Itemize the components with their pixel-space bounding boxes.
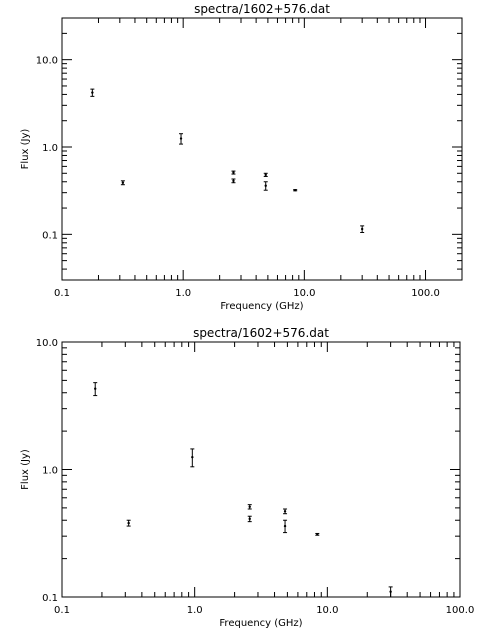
x-tick-label: 100.0 — [411, 288, 440, 299]
data-point — [389, 590, 392, 593]
plot-frame — [61, 341, 461, 598]
chart-bottom: spectra/1602+576.dat 0.1 1.0 10.0 100.0 0.1 1.… — [20, 326, 474, 629]
data-point — [191, 455, 194, 459]
chart-title: spectra/1602+576.dat — [193, 326, 329, 340]
x-tick-label: 1.0 — [175, 288, 191, 299]
x-tick-label: 1.0 — [187, 605, 203, 616]
plot-frame — [61, 17, 463, 281]
data-point — [94, 387, 97, 390]
data-point — [248, 517, 251, 521]
x-axis-label: Frequency (GHz) — [220, 301, 303, 312]
data-point — [248, 505, 251, 508]
x-tick-label: 0.1 — [54, 605, 70, 616]
x-axis-label: Frequency (GHz) — [219, 618, 302, 629]
data-point — [179, 137, 183, 140]
y-axis-label: Flux (Jy) — [20, 449, 31, 490]
data-point — [121, 181, 125, 184]
y-tick-label: 10.0 — [36, 56, 58, 67]
x-tick-label: 0.1 — [54, 288, 70, 299]
data-point — [283, 510, 287, 513]
x-tick-label: 100.0 — [446, 605, 475, 616]
y-axis-label: Flux (Jy) — [20, 129, 31, 170]
data-point — [127, 521, 130, 525]
y-tick-label: 0.1 — [42, 230, 58, 241]
data-point — [293, 189, 297, 192]
data-point — [283, 524, 287, 528]
chart-top: spectra/1602+576.dat 0.1 1.0 10.0 100.0 0.1 1.… — [20, 2, 463, 312]
data-point — [264, 184, 267, 187]
y-tick-label: 1.0 — [42, 466, 58, 477]
data-point — [91, 91, 94, 94]
data-point — [232, 171, 235, 174]
y-tick-label: 10.0 — [36, 338, 58, 349]
chart-title: spectra/1602+576.dat — [194, 2, 330, 16]
x-tick-label: 10.0 — [316, 605, 338, 616]
data-point — [232, 179, 235, 183]
data-point — [316, 533, 319, 536]
data-point — [360, 227, 364, 231]
y-tick-label: 1.0 — [42, 143, 58, 154]
x-tick-label: 10.0 — [293, 288, 315, 299]
y-tick-label: 0.1 — [42, 593, 58, 604]
data-point — [264, 173, 267, 177]
